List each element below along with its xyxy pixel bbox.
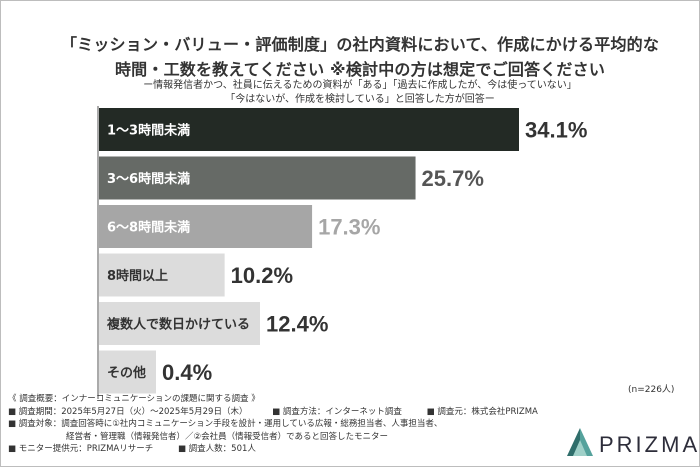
- bar: [99, 350, 156, 394]
- bar-value-label: 12.4%: [266, 312, 328, 337]
- bar-value-label: 34.1%: [525, 118, 587, 143]
- bar-category-label: 6〜8時間未満: [107, 220, 190, 236]
- survey-overview: 《 調査概要：インナーコミュニケーションの課題に関する調査 》: [8, 394, 260, 404]
- logo-facet-center: [573, 440, 587, 456]
- chart-title: 「ミッション・バリュー・評価制度」の社内資料において、作成にかける平均的な 時間…: [60, 35, 660, 79]
- sample-size: (n=226人): [628, 385, 675, 395]
- prizma-logo: PRIZMA: [563, 426, 697, 460]
- survey-meta-row: ■ 調査期間：2025年5月27日（火）〜2025年5月29日（木） ■ 調査方…: [8, 406, 568, 419]
- prizma-logo-text: PRIZMA: [599, 432, 700, 457]
- survey-target-line-2: 経営者・管理職（情報発信者）／②会社員（情報受信者）であると回答したモニター: [66, 431, 389, 442]
- bar-category-label: その他: [107, 365, 146, 381]
- bar-category-label: 8時間以上: [107, 268, 168, 284]
- chart-subtitle: ー情報発信者かつ、社員に伝えるための資料が「ある」「過去に作成したが、今は使って…: [143, 80, 577, 105]
- bar-category-label: 複数人で数日かけている: [106, 317, 250, 333]
- bar: [99, 302, 260, 345]
- bar-value-label: 10.2%: [231, 263, 293, 288]
- bar-value-label: 17.3%: [318, 215, 380, 240]
- survey-footer: 《 調査概要：インナーコミュニケーションの課題に関する調査 》 ■ 調査期間：2…: [8, 393, 568, 456]
- bar: [99, 205, 313, 248]
- survey-provider: ■ モニター提供元：PRIZMAリサーチ: [8, 444, 154, 454]
- bar: [99, 156, 416, 200]
- bar-value-label: 25.7%: [422, 166, 484, 191]
- survey-respondents: ■ 調査人数：501人: [177, 444, 256, 454]
- bar-value-label: 0.4%: [162, 360, 212, 385]
- bar: [99, 108, 519, 151]
- survey-source: ■ 調査元：株式会社PRIZMA: [426, 406, 538, 417]
- bar-category-label: 1〜3時間未満: [107, 123, 190, 139]
- survey-provider-row: ■ モニター提供元：PRIZMAリサーチ ■ 調査人数：501人: [8, 443, 568, 456]
- survey-period: ■ 調査期間：2025年5月27日（火）〜2025年5月29日（木）: [8, 406, 248, 417]
- survey-method: ■ 調査方法：インターネット調査: [272, 406, 402, 417]
- bar-category-label: 3〜6時間未満: [107, 171, 190, 187]
- bar: [99, 253, 225, 297]
- survey-target-line-1: ■ 調査対象：調査回答時に①社内コミュニケーション手段を設計・運用している広報・…: [8, 419, 443, 429]
- prizma-logo-mark-icon: [567, 428, 593, 456]
